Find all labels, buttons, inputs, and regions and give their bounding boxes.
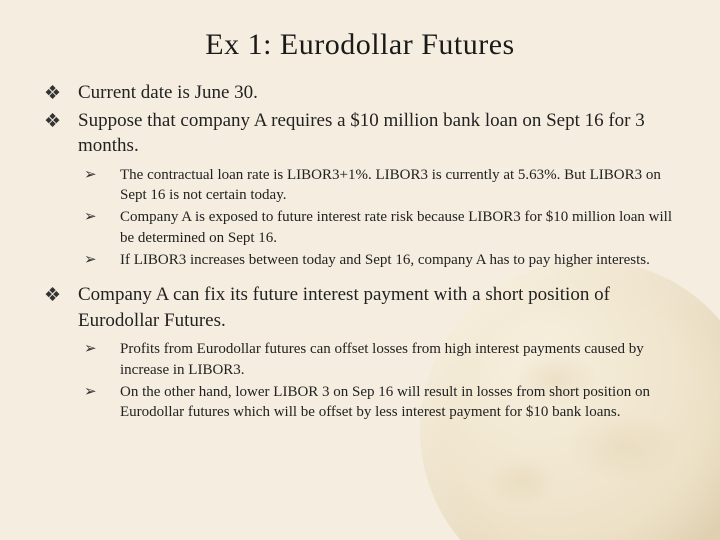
sub-bullet-text: If LIBOR3 increases between today and Se… [120,252,650,268]
slide-title: Ex 1: Eurodollar Futures [40,28,680,62]
bullet-item: Company A can fix its future interest pa… [44,282,680,333]
sub-bullet-item: On the other hand, lower LIBOR 3 on Sep … [84,382,680,423]
bullet-list-level1: Current date is June 30. Suppose that co… [44,80,680,159]
bullet-text: Company A can fix its future interest pa… [78,284,610,331]
slide-container: Ex 1: Eurodollar Futures Current date is… [0,0,720,540]
bullet-list-level1: Company A can fix its future interest pa… [44,282,680,333]
bullet-text: Current date is June 30. [78,82,258,103]
bullet-list-level2: Profits from Eurodollar futures can offs… [84,339,680,422]
sub-bullet-item: The contractual loan rate is LIBOR3+1%. … [84,165,680,206]
bullet-text: Suppose that company A requires a $10 mi… [78,110,645,157]
sub-bullet-text: Company A is exposed to future interest … [120,209,672,245]
sub-bullet-item: Company A is exposed to future interest … [84,207,680,248]
sub-bullet-item: If LIBOR3 increases between today and Se… [84,250,680,270]
bullet-item: Current date is June 30. [44,80,680,106]
sub-bullet-text: On the other hand, lower LIBOR 3 on Sep … [120,384,650,420]
bullet-item: Suppose that company A requires a $10 mi… [44,108,680,159]
sub-bullet-text: The contractual loan rate is LIBOR3+1%. … [120,167,661,203]
sub-bullet-item: Profits from Eurodollar futures can offs… [84,339,680,380]
bullet-list-level2: The contractual loan rate is LIBOR3+1%. … [84,165,680,270]
sub-bullet-text: Profits from Eurodollar futures can offs… [120,341,644,377]
